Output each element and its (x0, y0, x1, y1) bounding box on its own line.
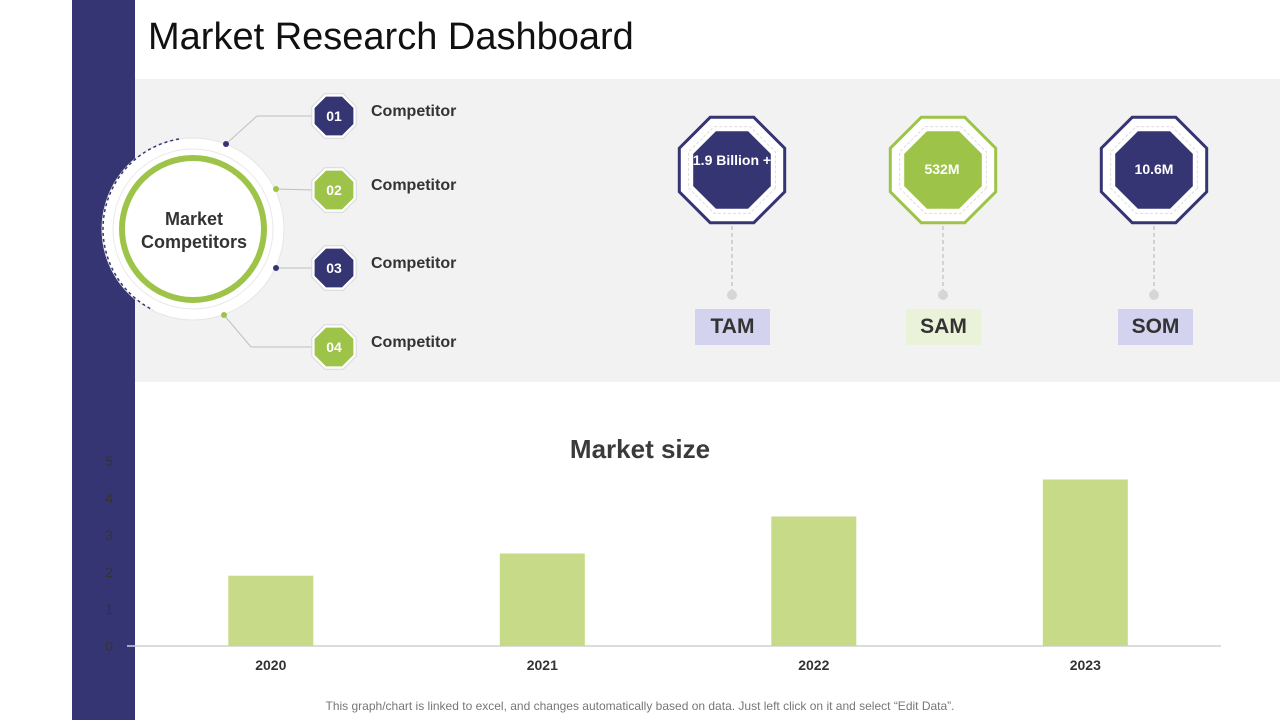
competitor-connectors (221, 115, 315, 348)
y-tick-label: 2 (105, 564, 113, 580)
hub-inner-circle (119, 155, 267, 303)
chart-title: Market size (569, 434, 711, 464)
hub-mid-ring (112, 148, 274, 310)
y-tick-label: 5 (105, 453, 113, 469)
competitor-badges: 01 02 03 04 (311, 93, 357, 370)
som-label: SOM (1118, 309, 1193, 345)
badge-number-4: 04 (326, 339, 342, 355)
y-tick-label: 0 (105, 638, 113, 654)
metric-ring-sam (899, 126, 987, 214)
competitor-label-3: Competitor (371, 255, 457, 272)
x-tick-label: 2020 (255, 657, 286, 673)
badge-number-1: 01 (326, 108, 342, 124)
badge-3 (314, 248, 354, 288)
x-tick-label: 2023 (1070, 657, 1101, 673)
badge-number-2: 02 (326, 182, 342, 198)
sam-value: 532M (924, 161, 960, 177)
connector-dot-1 (223, 141, 229, 147)
metric-inner-octagon-som (1115, 131, 1193, 209)
page-title: Market Research Dashboard (148, 16, 634, 58)
metric-ring-tam (688, 126, 776, 214)
bar-2022 (771, 516, 857, 646)
connector-dot-3 (273, 265, 279, 271)
competitor-label-4: Competitor (371, 334, 457, 351)
connector-line-4 (223, 314, 314, 348)
metric-octagons (677, 115, 1209, 300)
competitor-label-2: Competitor (371, 177, 457, 194)
sam-label: SAM (906, 309, 981, 345)
metric-stem-dot-tam (727, 290, 737, 300)
hub-label: Market Competitors (140, 209, 247, 252)
badge-number-3: 03 (326, 260, 342, 276)
bar-2020 (228, 575, 314, 646)
bar-2021 (499, 553, 585, 646)
hub-dashed-arc (102, 138, 180, 311)
metric-inner-octagon-sam (904, 131, 982, 209)
connector-line-1 (225, 115, 314, 145)
x-tick-label: 2021 (527, 657, 558, 673)
badge-4 (314, 327, 354, 367)
x-tick-label: 2022 (798, 657, 829, 673)
footnote: This graph/chart is linked to excel, and… (325, 699, 955, 713)
metric-stem-dot-som (1149, 290, 1159, 300)
metric-inner-octagon-tam (693, 131, 771, 209)
y-tick-label: 1 (105, 601, 113, 617)
metric-ring-som (1110, 126, 1198, 214)
competitor-hub (101, 137, 285, 321)
connector-dot-4 (221, 312, 227, 318)
tam-value: 1.9 Billion + (692, 152, 772, 168)
som-value: 10.6M (1134, 161, 1174, 177)
metric-stem-dot-sam (938, 290, 948, 300)
competitor-label-1: Competitor (371, 103, 457, 120)
tam-label: TAM (695, 309, 770, 345)
badge-2 (314, 170, 354, 210)
sidebar-accent-bar (72, 0, 135, 720)
connector-dot-2 (273, 186, 279, 192)
badge-1 (314, 96, 354, 136)
bar-2023 (1042, 479, 1128, 646)
connector-line-2 (275, 188, 315, 191)
y-tick-label: 4 (105, 490, 113, 506)
market-size-chart: 0 1 2 3 4 5 2020 2021 2022 2023 (105, 453, 1221, 673)
y-tick-label: 3 (105, 527, 113, 543)
